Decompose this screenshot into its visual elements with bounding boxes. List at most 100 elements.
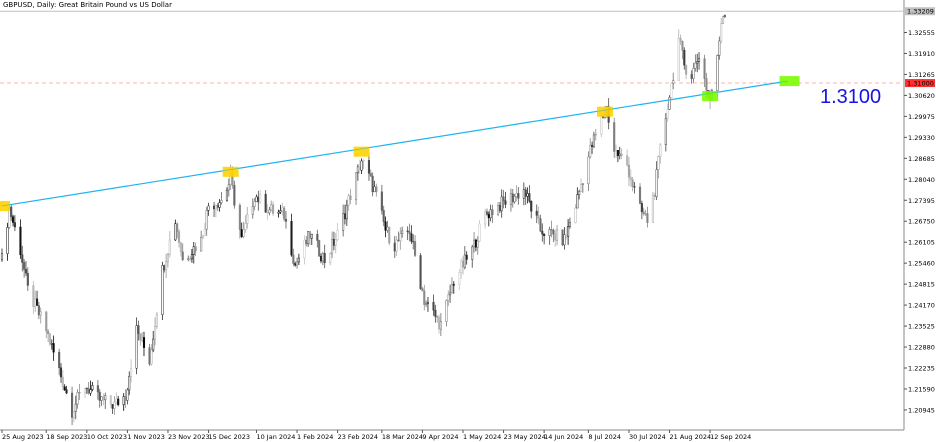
candle-body — [410, 233, 413, 242]
y-tick-label: 1.28040 — [908, 176, 935, 184]
candle-body — [524, 189, 527, 197]
candle-body — [323, 253, 326, 263]
candle-body — [104, 395, 107, 401]
candle-body — [179, 242, 182, 253]
y-tick-label: 1.20945 — [908, 406, 935, 414]
candle-body — [32, 285, 35, 308]
candle-body — [530, 201, 533, 212]
candle-body — [91, 385, 94, 390]
candle-body — [214, 205, 217, 210]
level-price-badge — [905, 79, 935, 88]
candle-body — [329, 253, 332, 263]
candle-body — [565, 234, 568, 237]
candle-body — [496, 205, 500, 215]
candle-body — [126, 389, 129, 401]
candle-body — [12, 216, 15, 223]
candle-body — [358, 166, 361, 171]
candle-body — [397, 239, 400, 242]
candle-body — [83, 387, 87, 393]
candle-body — [380, 191, 383, 211]
chart-title: GBPUSD, Daily: Great Britain Pound vs US… — [3, 1, 172, 9]
candle-body — [677, 38, 680, 81]
candle-body — [581, 183, 584, 185]
x-tick-label: 1 Feb 2024 — [297, 433, 333, 441]
candle-body — [720, 23, 723, 42]
candle-body — [419, 255, 422, 289]
candle-body — [690, 74, 693, 79]
candle-body — [716, 55, 719, 92]
candle-body — [294, 263, 297, 266]
candle-body — [640, 203, 643, 212]
candle-body — [163, 265, 166, 271]
candle-body — [447, 294, 450, 301]
trendline-overlay — [1, 80, 788, 207]
candle-body — [651, 195, 654, 223]
candle-body — [591, 144, 594, 147]
candle-body — [705, 78, 708, 91]
candle-body — [336, 230, 339, 240]
candle-body — [98, 391, 101, 401]
candle-body — [664, 117, 667, 145]
candle-body — [568, 222, 572, 227]
candle-body — [567, 226, 570, 237]
candle-body — [233, 185, 236, 206]
candle-body — [613, 122, 616, 152]
candle-body — [200, 237, 203, 252]
candle-body — [541, 230, 544, 235]
candle-body — [6, 227, 9, 254]
candle-body — [642, 211, 645, 214]
candle-body — [201, 235, 205, 238]
candle-body — [445, 300, 448, 322]
candle-body — [517, 193, 520, 199]
candle-body — [498, 205, 501, 212]
candle-body — [176, 223, 179, 232]
candle-body — [382, 210, 385, 223]
candle-body — [150, 349, 153, 365]
candle-body — [592, 134, 595, 147]
candle-body — [122, 396, 125, 406]
candle-body — [290, 221, 293, 256]
candle-body — [216, 205, 219, 208]
candle-body — [554, 233, 557, 241]
candle-body — [515, 193, 518, 197]
candle-body — [240, 229, 243, 237]
candle-body — [189, 258, 192, 260]
candle-body — [187, 258, 190, 261]
candle-body — [600, 116, 603, 135]
candle-body — [484, 211, 487, 225]
candle-body — [264, 193, 267, 213]
candle-body — [174, 223, 177, 241]
candle-body — [165, 261, 168, 271]
x-tick-label: 1 Nov 2023 — [127, 433, 165, 441]
candle-body — [213, 205, 216, 210]
candle-body — [414, 241, 417, 256]
candle-body — [423, 290, 426, 305]
candle-body — [0, 253, 4, 261]
candle-body — [362, 160, 365, 162]
x-tick-label: 14 Jun 2024 — [544, 433, 583, 441]
candle-body — [458, 272, 461, 285]
candle-body — [308, 231, 311, 239]
candle-body — [373, 186, 376, 193]
candle-body — [96, 385, 99, 393]
candle-body — [130, 368, 133, 377]
candle-body — [659, 144, 662, 157]
candle-body — [696, 61, 699, 64]
candle-body — [194, 246, 197, 252]
y-tick-label: 1.23525 — [908, 323, 935, 331]
candle-body — [638, 186, 642, 204]
candle-body — [305, 239, 308, 245]
candle-body — [251, 206, 254, 215]
y-tick-label: 1.21590 — [908, 385, 935, 393]
candle-body — [578, 191, 581, 195]
candle-body — [594, 133, 597, 136]
candle-body — [34, 298, 37, 308]
candle-body — [310, 233, 313, 239]
x-tick-label: 23 May 2024 — [504, 433, 546, 441]
candle-body — [371, 175, 374, 193]
candle-body — [627, 164, 631, 178]
candle-body — [574, 207, 577, 223]
candle-body — [657, 156, 660, 170]
candle-body — [653, 195, 656, 197]
